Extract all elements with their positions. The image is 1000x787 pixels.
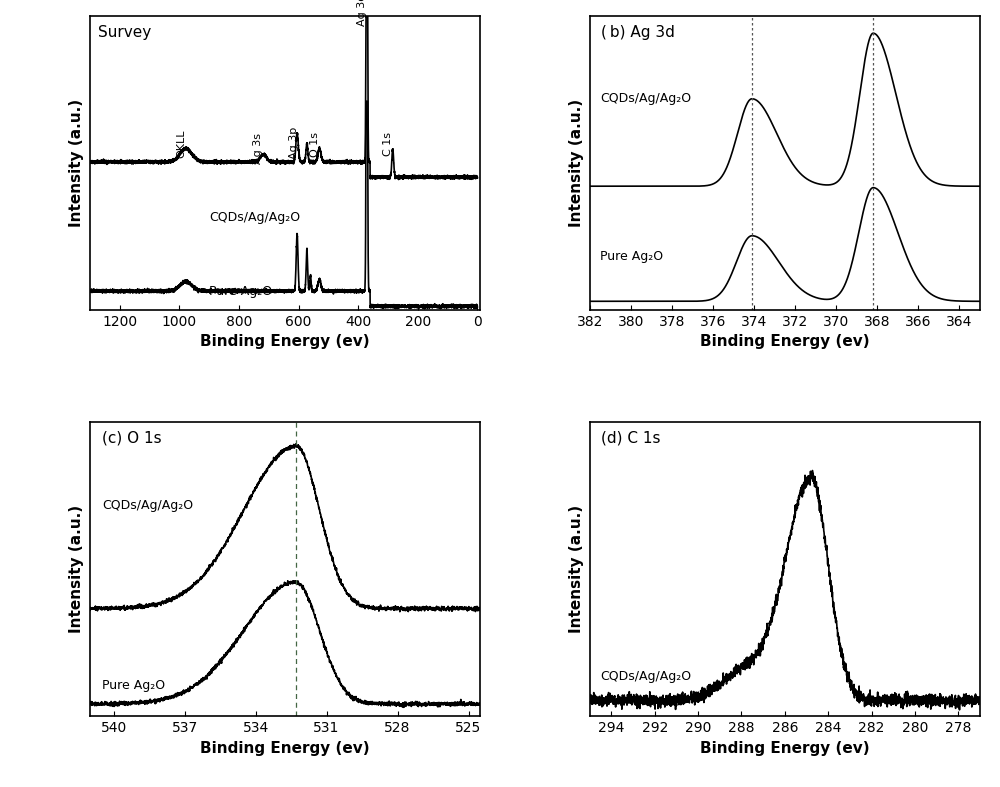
Text: Survey: Survey [98, 24, 151, 39]
Text: Ag 3s: Ag 3s [253, 133, 263, 164]
Text: CQDs/Ag/Ag₂O: CQDs/Ag/Ag₂O [600, 92, 691, 105]
Text: C 1s: C 1s [383, 132, 393, 156]
X-axis label: Binding Energy (ev): Binding Energy (ev) [200, 334, 370, 349]
Text: OKLL: OKLL [176, 130, 186, 158]
Text: Pure Ag₂O: Pure Ag₂O [209, 286, 272, 298]
X-axis label: Binding Energy (ev): Binding Energy (ev) [700, 741, 870, 756]
Y-axis label: Intensity (a.u.): Intensity (a.u.) [569, 505, 584, 633]
Text: (c) O 1s: (c) O 1s [102, 430, 161, 445]
Y-axis label: Intensity (a.u.): Intensity (a.u.) [69, 99, 84, 227]
Text: CQDs/Ag/Ag₂O: CQDs/Ag/Ag₂O [102, 499, 193, 512]
Text: Ag 3d: Ag 3d [357, 0, 367, 26]
Y-axis label: Intensity (a.u.): Intensity (a.u.) [69, 505, 84, 633]
Text: Pure Ag₂O: Pure Ag₂O [600, 249, 663, 263]
Y-axis label: Intensity (a.u.): Intensity (a.u.) [569, 99, 584, 227]
X-axis label: Binding Energy (ev): Binding Energy (ev) [700, 334, 870, 349]
Text: Pure Ag₂O: Pure Ag₂O [102, 679, 165, 693]
Text: ( b) Ag 3d: ( b) Ag 3d [601, 24, 675, 39]
Text: CQDs/Ag/Ag₂O: CQDs/Ag/Ag₂O [600, 671, 692, 683]
Text: Ag 3p: Ag 3p [289, 127, 299, 160]
X-axis label: Binding Energy (ev): Binding Energy (ev) [200, 741, 370, 756]
Text: CQDs/Ag/Ag₂O: CQDs/Ag/Ag₂O [209, 211, 300, 224]
Text: (d) C 1s: (d) C 1s [601, 430, 661, 445]
Text: O 1s: O 1s [310, 131, 320, 157]
